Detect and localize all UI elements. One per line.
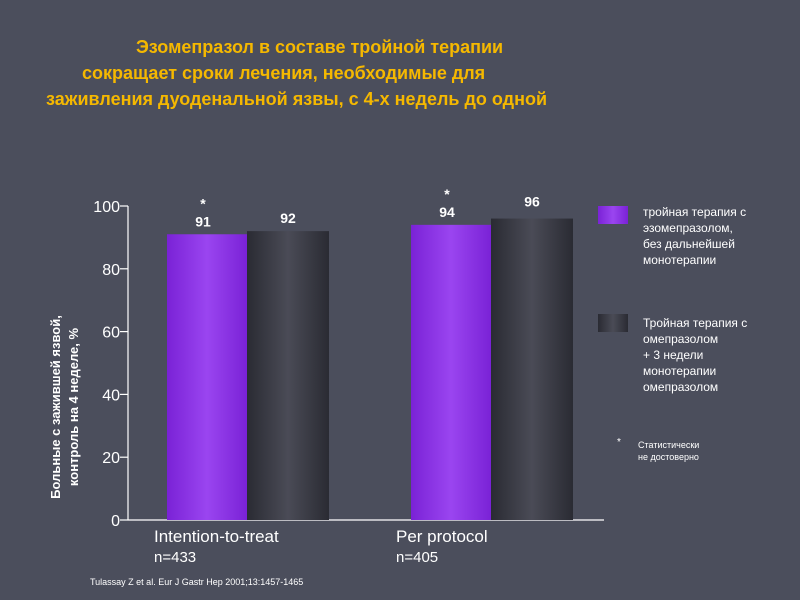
footnote-text: Статистически не достоверно (638, 440, 700, 462)
significance-marker-2: * (444, 186, 450, 202)
y-axis-title-line-1: Больные с зажившей язвой, (48, 315, 63, 499)
legend-swatch-omeprazole (598, 314, 628, 332)
bar-1-series-2 (247, 231, 329, 520)
data-label-1-series-2: 92 (280, 210, 296, 226)
footnote-marker: * (617, 437, 621, 448)
title-line-2: сокращает сроки лечения, необходимые для (82, 63, 486, 83)
legend-swatch-esomeprazole (598, 206, 628, 224)
category-label-1: Intention-to-treat (154, 527, 279, 546)
y-tick-label-20: 20 (102, 450, 120, 467)
y-tick-label-40: 40 (102, 387, 120, 404)
data-label-1-series-1: 91 (195, 213, 211, 229)
significance-marker-1: * (200, 195, 206, 211)
y-tick-label-60: 60 (102, 325, 120, 342)
bar-2-series-2 (491, 218, 573, 520)
category-subtitle-1: n=433 (154, 549, 196, 566)
data-label-2-series-2: 96 (524, 194, 540, 210)
title-line-1: Эзомепразол в составе тройной терапии (136, 37, 504, 57)
title-line-3: заживления дуоденальной язвы, с 4-х неде… (46, 89, 548, 109)
y-tick-label-100: 100 (93, 199, 120, 216)
legend-text-esomeprazole: тройная терапия с эзомепразолом, без дал… (643, 205, 747, 267)
bar-1-series-1 (167, 234, 247, 520)
legend-text-omeprazole: Тройная терапия с омепразолом + 3 недели… (643, 316, 748, 394)
category-label-2: Per protocol (396, 527, 488, 546)
category-subtitle-2: n=405 (396, 549, 438, 566)
bar-2-series-1 (411, 224, 491, 520)
data-label-2-series-1: 94 (439, 204, 455, 220)
y-tick-label-0: 0 (111, 513, 120, 530)
source-citation: Tulassay Z et al. Eur J Gastr Hep 2001;1… (90, 577, 304, 587)
y-axis-title-line-2: контроль на 4 неделе, % (66, 328, 81, 487)
y-tick-label-80: 80 (102, 262, 120, 279)
